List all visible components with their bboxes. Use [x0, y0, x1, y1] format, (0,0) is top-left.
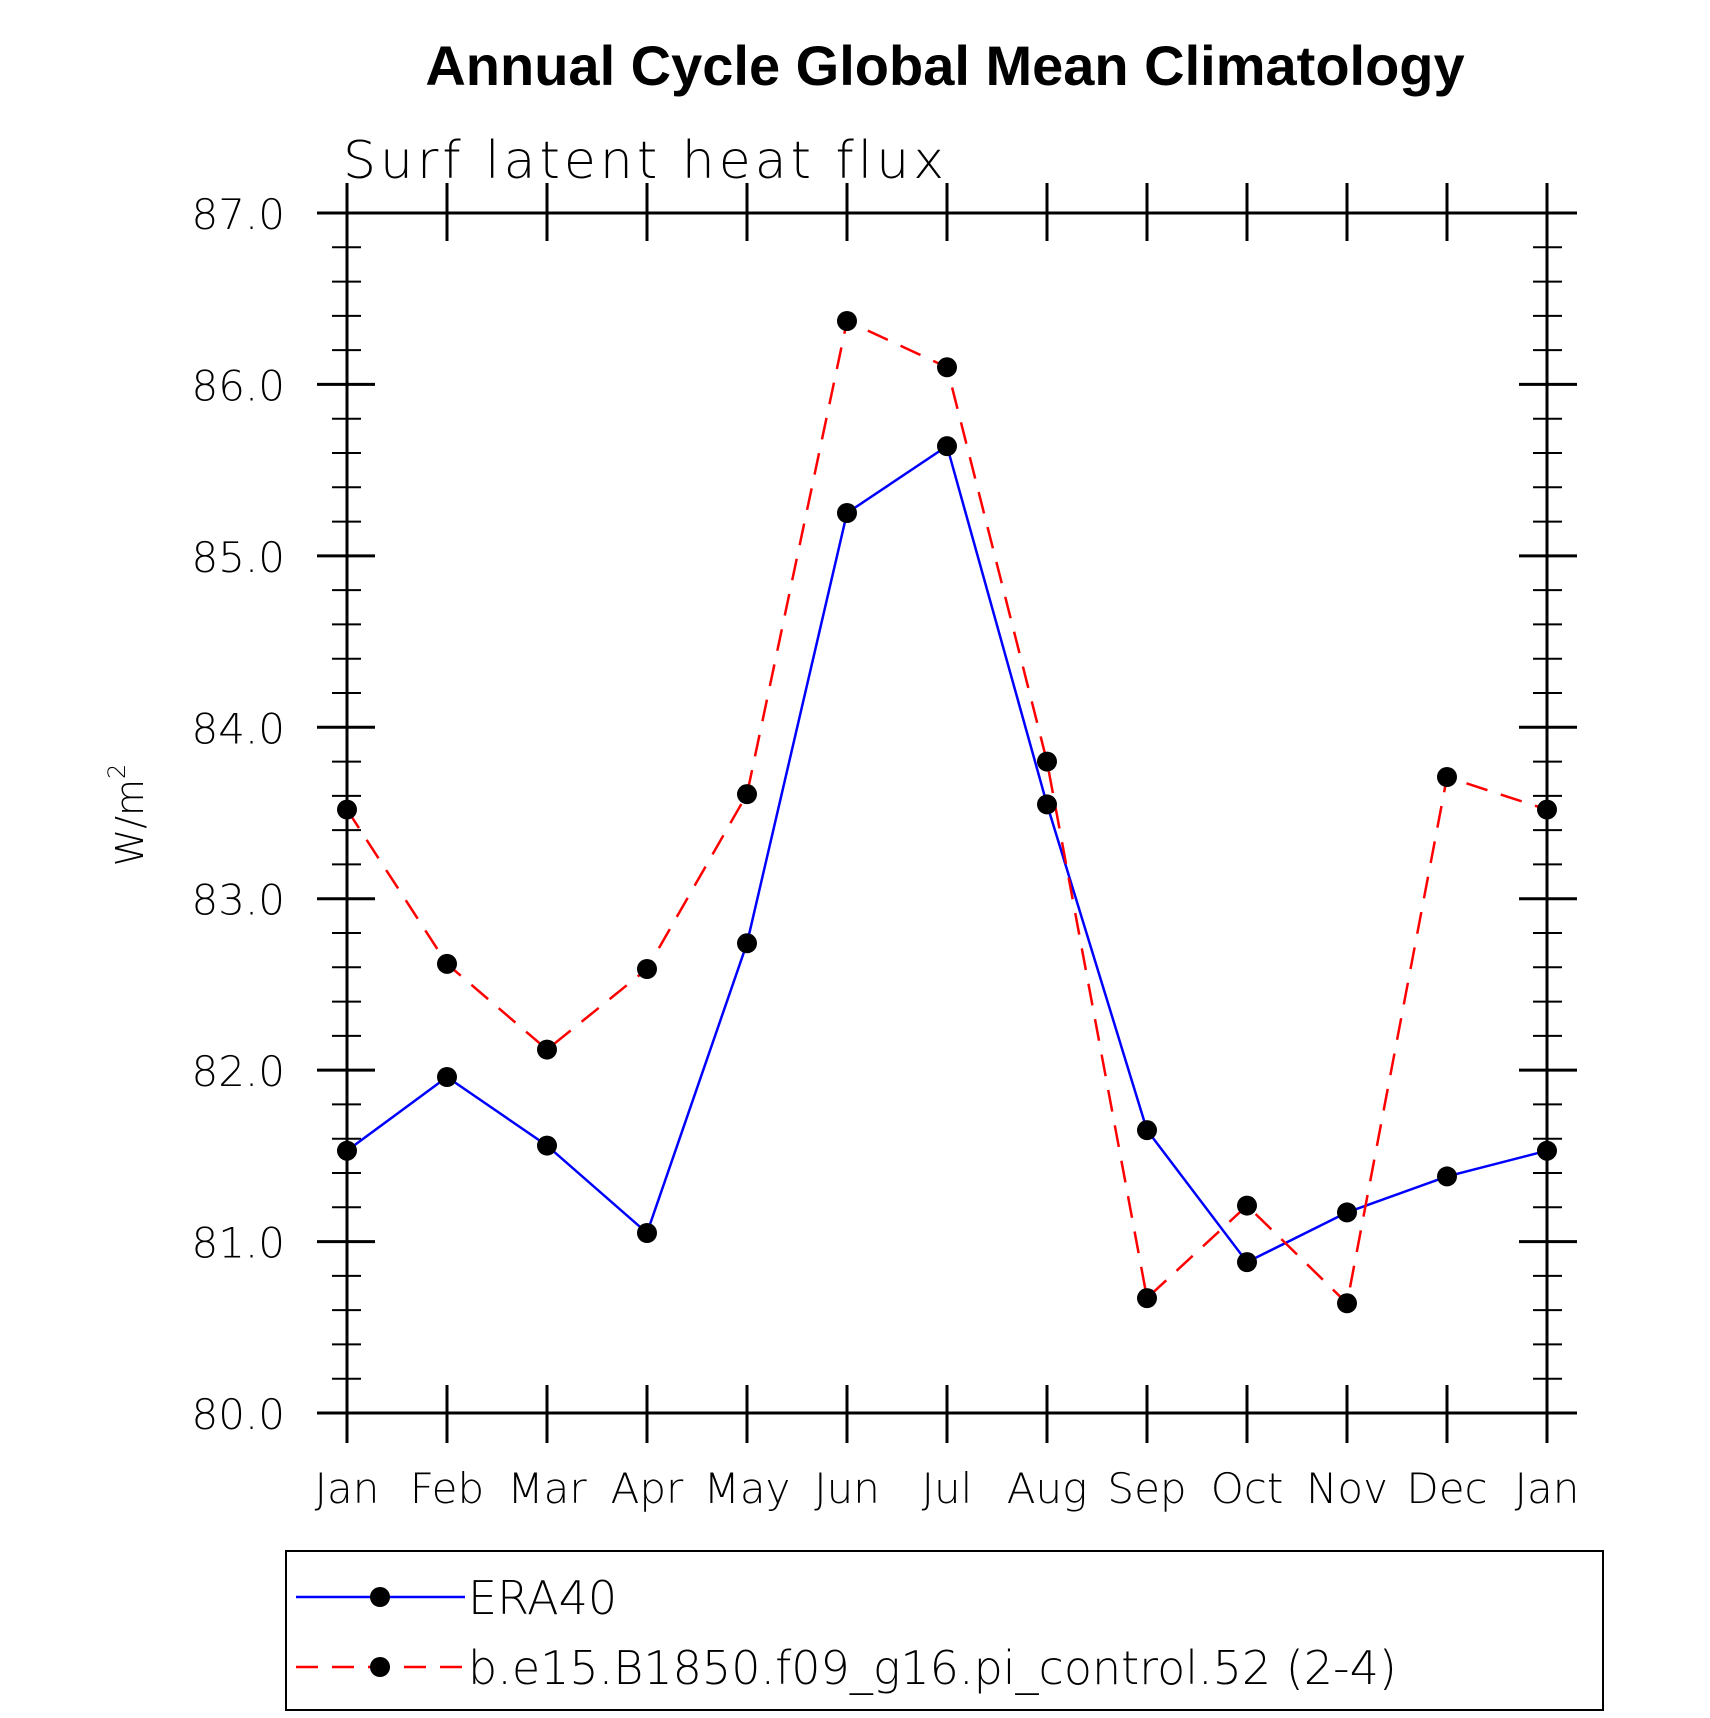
y-tick-label: 81.0 — [191, 1219, 285, 1268]
series-1-point — [537, 1039, 557, 1060]
series-0-point — [1137, 1120, 1157, 1141]
series-0-point — [737, 933, 757, 954]
x-tick-label: Jan — [315, 1464, 380, 1513]
legend-marker-0 — [370, 1587, 390, 1607]
x-tick-label: Mar — [507, 1464, 587, 1513]
plot-frame — [345, 211, 1549, 1415]
legend: ERA40 b.e15.B1850.f09_g16.pi_control.52 (… — [285, 1550, 1604, 1711]
series-1-point — [1437, 767, 1457, 787]
y-axis-label-exponent: 2 — [103, 764, 131, 779]
series-1-point — [1337, 1293, 1357, 1314]
series-1-point — [637, 959, 657, 979]
series-0-point — [1437, 1166, 1457, 1187]
x-tick-label: Aug — [1007, 1464, 1088, 1513]
x-tick-label: Nov — [1306, 1464, 1388, 1513]
x-tick-label: Dec — [1406, 1464, 1487, 1513]
plot-area — [337, 311, 1557, 1314]
y-tick-label: 86.0 — [191, 361, 285, 410]
series-1-point — [437, 953, 457, 974]
x-tick-label: Jun — [814, 1464, 880, 1513]
series-0-point — [637, 1223, 657, 1243]
x-tick-label: Feb — [410, 1464, 484, 1513]
y-tick-label: 87.0 — [191, 190, 285, 239]
x-tick-label: Oct — [1211, 1464, 1284, 1513]
series-1-point — [1537, 799, 1557, 820]
series-1-point — [1237, 1195, 1257, 1216]
series-line-1 — [345, 319, 1548, 1306]
series-1-point — [737, 784, 757, 805]
series-0-point — [337, 1140, 357, 1161]
y-axis-label: W/m2 — [103, 764, 152, 867]
y-tick-label: 82.0 — [191, 1047, 285, 1096]
legend-label-0: ERA40 — [468, 1571, 617, 1625]
series-line-0 — [346, 444, 1548, 1264]
series-0-point — [1037, 794, 1057, 815]
y-axis-label-unit: W/m — [108, 779, 152, 866]
series-0-point — [1337, 1202, 1357, 1223]
series-0-point — [1537, 1140, 1557, 1161]
y-tick-label: 83.0 — [191, 876, 285, 925]
chart-subtitle: Surf latent heat flux — [343, 131, 948, 191]
series-0-point — [937, 436, 957, 457]
y-tick-label: 84.0 — [191, 704, 285, 753]
x-tick-label: Jan — [1515, 1464, 1580, 1513]
x-tick-label: Apr — [611, 1464, 684, 1513]
y-tick-label: 85.0 — [191, 533, 285, 582]
series-0-point — [437, 1067, 457, 1087]
x-tick-label: May — [704, 1464, 791, 1513]
series-0-point — [537, 1135, 557, 1156]
legend-box — [285, 1550, 1604, 1711]
series-1-point — [937, 357, 957, 378]
series-1-point — [337, 799, 357, 820]
series-0-point — [837, 503, 857, 523]
x-tick-label: Sep — [1107, 1464, 1186, 1513]
legend-label-1: b.e15.B1850.f09_g16.pi_control.52 (2-4) — [468, 1641, 1397, 1695]
series-1-point — [837, 311, 857, 331]
x-tick-label: Jul — [922, 1464, 973, 1513]
legend-marker-1 — [370, 1657, 390, 1677]
series-1-point — [1137, 1288, 1157, 1309]
y-tick-label: 80.0 — [191, 1390, 285, 1439]
series-1-point — [1037, 751, 1057, 772]
series-0-point — [1237, 1252, 1257, 1273]
axis-ticks: Jan Feb Mar Apr May Jun Jul Aug Sep Oct Nov Dec Jan 8… — [191, 183, 1579, 1513]
chart-title: Annual Cycle Global Mean Climatology — [425, 34, 1464, 97]
